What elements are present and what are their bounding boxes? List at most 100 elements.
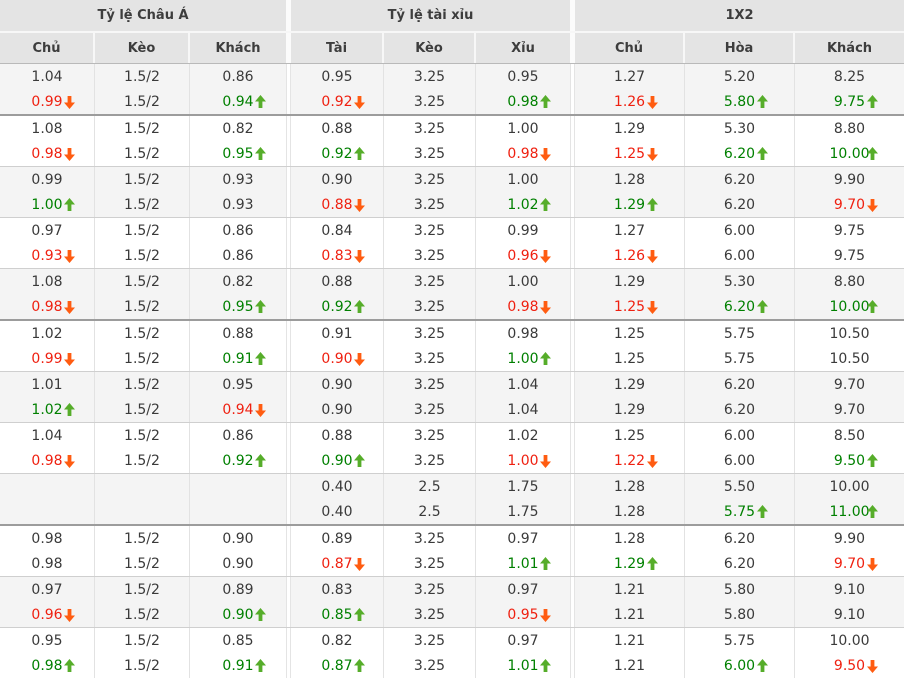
odds-line: 1.25 <box>575 294 684 319</box>
odds-value: 1.00 <box>507 350 539 367</box>
odds-line: 3.25 <box>384 218 475 243</box>
trend-up-icon <box>354 607 365 621</box>
odds-cell: 0.90 0.90 <box>291 372 384 422</box>
odds-cell: 1.25 1.22 <box>575 423 685 473</box>
odds-value: 6.00 <box>723 427 756 444</box>
group-header-over-under: Tỷ lệ tài xỉu <box>291 0 570 33</box>
odds-line: 1.5/2 <box>95 346 189 371</box>
odds-cell: 1.5/2 1.5/2 <box>95 372 190 422</box>
odds-cell: 1.04 1.04 <box>476 372 570 422</box>
odds-value: 3.25 <box>413 196 446 213</box>
odds-line: 3.25 <box>384 167 475 192</box>
group-divider <box>570 577 575 627</box>
odds-line: 0.86 <box>190 64 286 89</box>
odds-value: 0.99 <box>31 93 63 110</box>
odds-cell: 0.90 0.90 <box>190 526 286 576</box>
trend-up-icon <box>255 94 266 108</box>
odds-value: 9.70 <box>833 196 866 213</box>
trend-down-icon <box>64 352 75 366</box>
odds-line: 6.20 <box>685 526 794 551</box>
odds-cell: 1.28 1.29 <box>575 526 685 576</box>
odds-line: 6.00 <box>685 653 794 678</box>
odds-value: 3.25 <box>413 530 446 547</box>
odds-line: 1.28 <box>575 167 684 192</box>
odds-line: 0.90 <box>190 602 286 627</box>
odds-value: 5.75 <box>723 325 756 342</box>
odds-cell: 1.01 1.02 <box>0 372 95 422</box>
odds-value: 0.90 <box>321 376 353 393</box>
group-divider <box>286 218 291 268</box>
odds-cell: 1.5/2 1.5/2 <box>95 526 190 576</box>
odds-value: 1.5/2 <box>124 222 160 239</box>
trend-up-icon <box>866 299 878 313</box>
odds-value: 3.25 <box>413 555 446 572</box>
odds-value: 1.5/2 <box>124 196 160 213</box>
odds-line: 3.25 <box>384 551 475 576</box>
odds-line: 0.98 <box>476 321 570 346</box>
odds-cell: 0.89 0.87 <box>291 526 384 576</box>
trend-down-icon <box>64 95 75 109</box>
odds-line: 0.98 <box>476 89 570 114</box>
odds-value: 3.25 <box>413 93 446 110</box>
odds-cell: 1.5/2 1.5/2 <box>95 577 190 627</box>
odds-value: 10.00 <box>829 145 870 162</box>
odds-value: 9.90 <box>833 171 866 188</box>
odds-value: 0.92 <box>222 452 254 469</box>
odds-line: 1.26 <box>575 243 684 268</box>
trend-up-icon <box>756 94 768 108</box>
odds-line: 1.27 <box>575 218 684 243</box>
group-divider <box>570 321 575 371</box>
odds-value: 0.98 <box>31 530 63 547</box>
trend-down-icon <box>354 95 365 109</box>
odds-cell: 0.88 0.92 <box>291 116 384 166</box>
trend-up-icon <box>756 658 768 672</box>
odds-row: 1.01 1.02 1.5/2 1.5/2 0.95 0.94 0.90 0.90 3.25 3.… <box>0 372 904 423</box>
odds-value: 0.95 <box>321 68 353 85</box>
odds-value: 1.25 <box>613 325 646 342</box>
odds-line: 1.00 <box>476 346 570 371</box>
odds-line: 0.90 <box>291 167 383 192</box>
odds-line: 5.80 <box>685 89 794 114</box>
col-header-ah-home: Chủ <box>0 33 95 63</box>
odds-line: 1.00 <box>0 192 94 217</box>
trend-down-icon <box>646 249 658 263</box>
odds-line: 6.20 <box>685 372 794 397</box>
odds-line: 0.98 <box>476 141 570 166</box>
odds-line: 1.02 <box>476 423 570 448</box>
trend-down-icon <box>354 198 365 212</box>
odds-value: 0.94 <box>222 93 254 110</box>
odds-value: 0.87 <box>321 657 353 674</box>
odds-line: 1.5/2 <box>95 218 189 243</box>
odds-line: 0.90 <box>291 397 383 422</box>
trend-up-icon <box>64 658 75 672</box>
odds-line: 0.92 <box>291 141 383 166</box>
odds-line: 6.20 <box>685 192 794 217</box>
odds-cell: 1.29 1.25 <box>575 269 685 319</box>
odds-line: 0.95 <box>0 628 94 653</box>
odds-line: 5.75 <box>685 628 794 653</box>
trend-up-icon <box>64 197 75 211</box>
odds-value: 0.90 <box>321 452 353 469</box>
trend-down-icon <box>866 198 878 212</box>
odds-value: 1.5/2 <box>124 68 160 85</box>
odds-value: 1.5/2 <box>124 530 160 547</box>
odds-value: 1.5/2 <box>124 120 160 137</box>
odds-value: 3.25 <box>413 427 446 444</box>
odds-value: 0.87 <box>321 555 353 572</box>
odds-line: 1.04 <box>0 64 94 89</box>
odds-value: 3.25 <box>413 145 446 162</box>
odds-value: 0.92 <box>321 93 353 110</box>
odds-value: 1.00 <box>31 196 63 213</box>
odds-cell: 5.75 6.00 <box>685 628 795 678</box>
odds-line: 0.88 <box>190 321 286 346</box>
odds-value: 0.85 <box>321 606 353 623</box>
odds-value: 0.97 <box>507 581 539 598</box>
odds-cell: 0.91 0.90 <box>291 321 384 371</box>
odds-line: 10.00 <box>795 474 904 499</box>
odds-line: 1.22 <box>575 448 684 473</box>
odds-cell: 0.98 0.98 <box>0 526 95 576</box>
odds-value: 1.29 <box>613 196 646 213</box>
odds-value: 8.50 <box>833 427 866 444</box>
odds-cell: 1.27 1.26 <box>575 218 685 268</box>
odds-cell: 3.25 3.25 <box>384 577 476 627</box>
